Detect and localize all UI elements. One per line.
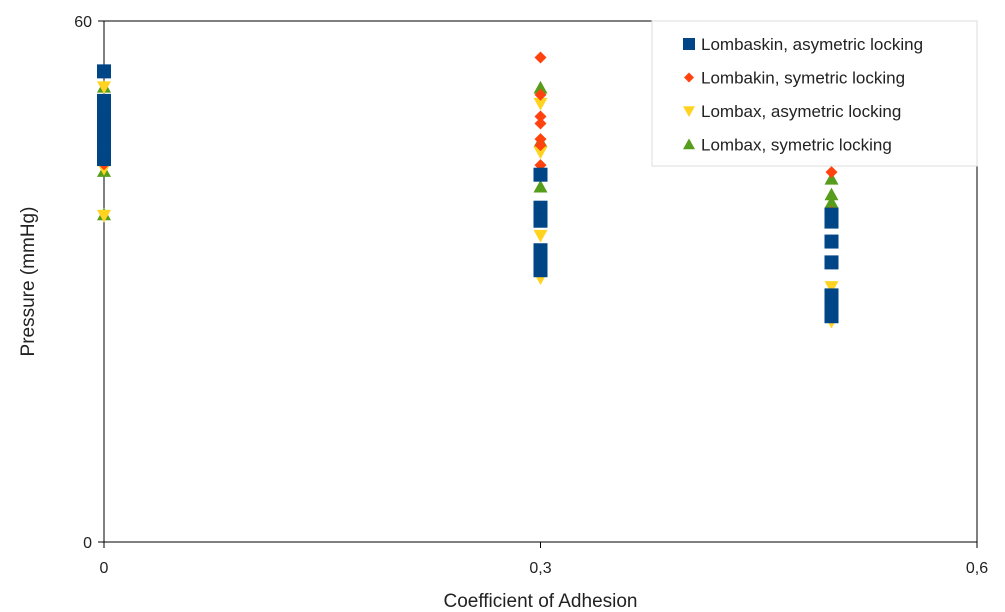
x-tick-label: 0 xyxy=(100,560,109,577)
series-square xyxy=(97,64,839,324)
data-point xyxy=(825,166,838,179)
data-point xyxy=(533,229,548,243)
data-point xyxy=(534,133,547,146)
y-axis-title: Pressure (mmHg) xyxy=(18,207,39,357)
data-point xyxy=(533,263,548,278)
data-point xyxy=(824,281,839,294)
data-point xyxy=(824,214,839,229)
data-point xyxy=(97,152,111,167)
data-point xyxy=(534,117,547,130)
y-tick-label: 0 xyxy=(83,535,92,552)
legend-marker xyxy=(683,138,695,150)
data-point xyxy=(824,187,839,201)
x-tick-label: 0,3 xyxy=(529,560,551,577)
legend-box xyxy=(651,20,978,167)
data-point xyxy=(533,97,548,111)
data-point xyxy=(533,167,548,182)
data-point xyxy=(534,139,547,152)
legend: Lombaskin, asymetric locking Lombakin, sy… xyxy=(651,20,978,167)
data-point xyxy=(824,234,839,249)
data-point xyxy=(97,64,111,79)
data-point xyxy=(533,179,548,193)
x-tick-label: 0,6 xyxy=(966,560,988,577)
data-point xyxy=(533,80,548,94)
legend-marker xyxy=(683,38,695,50)
data-point xyxy=(534,88,547,101)
axis-ticks: 0 0,3 0,6 0 60 xyxy=(74,14,988,577)
data-point xyxy=(824,195,839,209)
data-point xyxy=(534,110,547,123)
data-point xyxy=(533,213,548,228)
legend-marker xyxy=(684,72,694,83)
data-point xyxy=(533,146,548,160)
x-axis-title: Coefficient of Adhesion xyxy=(443,591,637,612)
legend-marker xyxy=(683,106,695,117)
data-points xyxy=(97,51,839,329)
y-tick-label: 60 xyxy=(74,14,92,31)
legend-label: Lombax, asymetric locking xyxy=(701,102,901,121)
data-point xyxy=(824,172,839,185)
legend-label: Lombakin, symetric locking xyxy=(701,69,905,88)
series-triangle-up xyxy=(97,79,839,221)
data-point xyxy=(824,255,839,270)
data-point xyxy=(97,81,111,94)
data-point xyxy=(534,51,547,64)
legend-label: Lombaskin, asymetric locking xyxy=(701,35,923,54)
data-point xyxy=(97,209,111,223)
legend-label: Lombax, symetric locking xyxy=(701,136,892,155)
data-point xyxy=(824,309,839,324)
